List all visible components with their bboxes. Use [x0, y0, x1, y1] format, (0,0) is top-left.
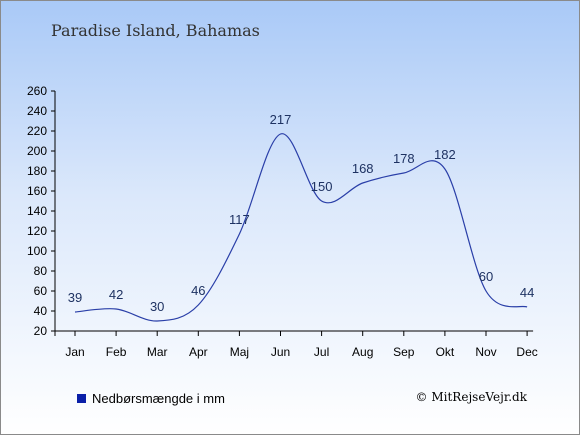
data-label: 168: [352, 161, 374, 176]
data-label: 217: [270, 112, 292, 127]
data-label: 182: [434, 147, 456, 162]
data-label: 60: [479, 269, 493, 284]
legend-swatch: [77, 394, 86, 403]
series-layer: [75, 134, 527, 321]
data-label: 117: [229, 212, 250, 227]
y-tick-label: 80: [34, 264, 48, 278]
data-label: 44: [520, 285, 534, 300]
x-tick-label: Maj: [230, 345, 249, 359]
data-label: 178: [393, 151, 415, 166]
legend: Nedbørsmængde i mm: [77, 391, 225, 406]
data-labels: 39 42 30 46 117 217 150 168 178 182 60 44: [68, 112, 535, 314]
x-tick-label: Jul: [314, 345, 329, 359]
data-label: 150: [311, 179, 333, 194]
data-label: 42: [109, 287, 123, 302]
x-tick-label: Feb: [106, 345, 127, 359]
y-tick-label: 200: [27, 144, 47, 158]
legend-label: Nedbørsmængde i mm: [92, 391, 225, 406]
series-line: [75, 134, 527, 321]
y-tick-label: 160: [27, 184, 47, 198]
y-tick-label: 180: [27, 164, 47, 178]
y-tick-label: 20: [34, 324, 48, 338]
x-tick-label: Jan: [65, 345, 84, 359]
credit-text: © MitRejseVejr.dk: [416, 390, 527, 404]
x-tick-label: Mar: [147, 345, 168, 359]
y-tick-label: 100: [27, 244, 47, 258]
x-tick-label: Sep: [393, 345, 415, 359]
y-tick-label: 40: [34, 304, 48, 318]
y-tick-label: 220: [27, 124, 47, 138]
y-tick-label: 120: [27, 224, 47, 238]
y-tick-label: 240: [27, 104, 47, 118]
data-label: 39: [68, 290, 82, 305]
y-tick-label: 140: [27, 204, 47, 218]
y-tick-label: 60: [34, 284, 48, 298]
x-tick-label: Apr: [189, 345, 208, 359]
x-tick-label: Okt: [436, 345, 455, 359]
x-tick-label: Jun: [271, 345, 290, 359]
x-tick-label: Nov: [475, 345, 496, 359]
x-tick-label: Dec: [516, 345, 537, 359]
y-tick-label: 260: [27, 84, 47, 98]
data-label: 30: [150, 299, 164, 314]
x-tick-label: Aug: [352, 345, 373, 359]
data-label: 46: [191, 283, 205, 298]
